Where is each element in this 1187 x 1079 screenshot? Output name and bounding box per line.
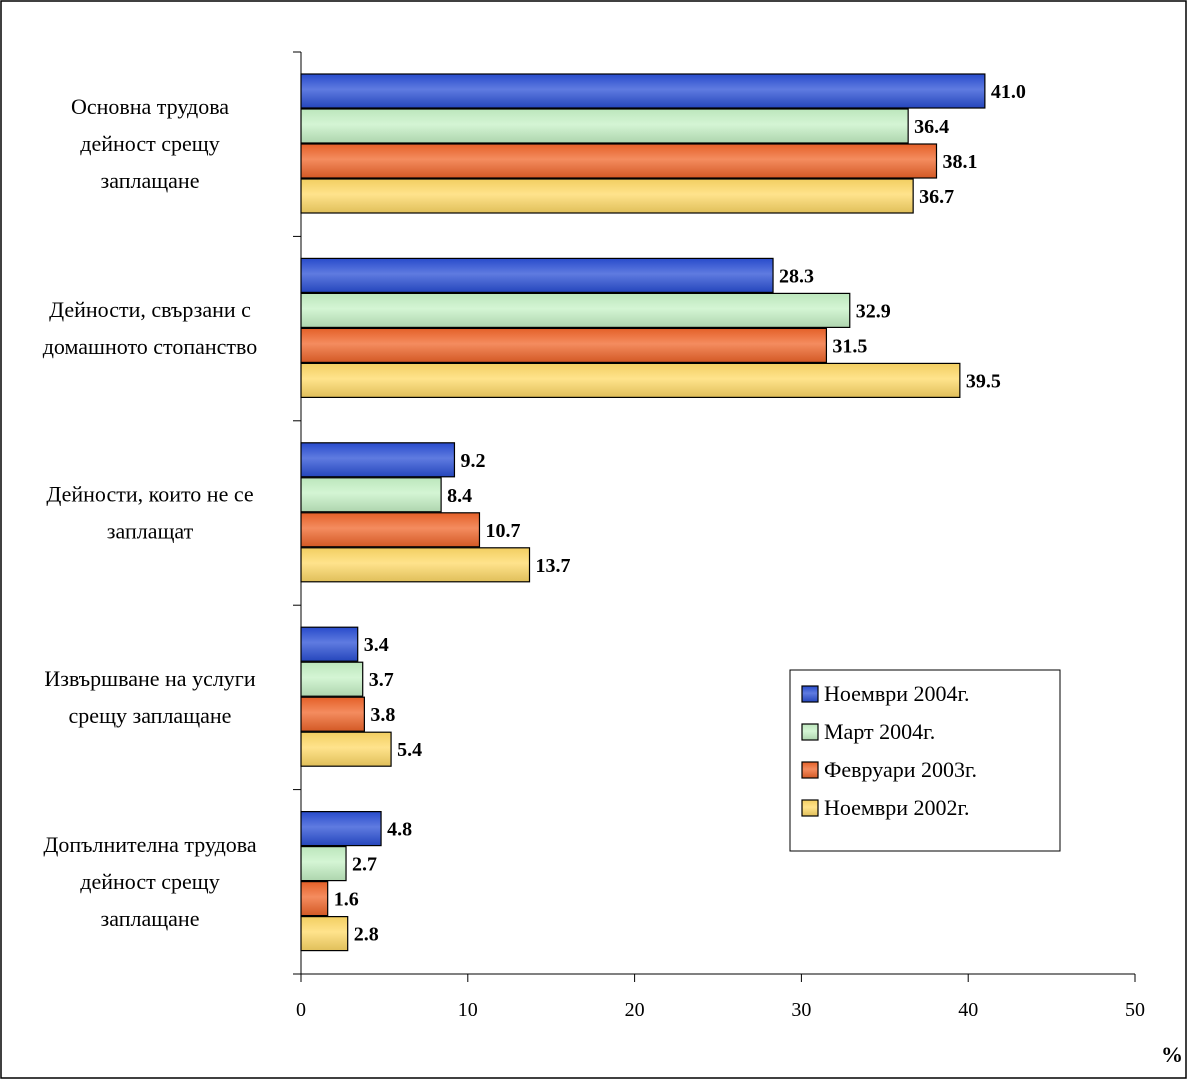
bar — [300, 442, 456, 478]
bar — [300, 512, 481, 548]
legend-swatch — [801, 799, 819, 817]
bar — [300, 810, 382, 847]
legend-swatch — [801, 685, 819, 703]
category-label: заплащане — [101, 906, 200, 931]
data-label: 31.5 — [832, 335, 867, 357]
data-label: 38.1 — [943, 151, 978, 173]
data-label: 10.7 — [485, 520, 520, 542]
x-tick-label: 40 — [958, 999, 978, 1021]
legend: Ноември 2004г. Март 2004г. Февруари 2003г.… — [789, 669, 1061, 852]
data-label: 3.4 — [364, 634, 389, 656]
bar — [300, 845, 347, 882]
category-label: Дейности, свързани с — [49, 297, 251, 322]
legend-label: Ноември 2004г. — [824, 681, 970, 706]
bar — [300, 362, 961, 398]
bar — [300, 257, 774, 293]
bar — [300, 880, 329, 917]
data-label: 4.8 — [387, 819, 412, 841]
bar — [300, 108, 909, 144]
x-tick-label: 20 — [625, 999, 645, 1021]
bar — [300, 696, 365, 732]
bars-layer — [300, 73, 986, 952]
bar — [300, 731, 392, 767]
category-label: срещу заплащане — [69, 703, 232, 728]
data-label: 3.7 — [369, 669, 394, 691]
data-label: 8.4 — [447, 485, 472, 507]
category-label: домашното стопанство — [43, 334, 258, 359]
data-label: 5.4 — [397, 739, 422, 761]
category-label: дейност срещу — [80, 869, 219, 894]
category-label: дейност срещу — [80, 131, 219, 156]
bar — [300, 292, 851, 328]
legend-swatch — [801, 761, 819, 779]
bar — [300, 626, 359, 662]
labels-layer: 0 10 20 30 40 50 Основна трудова дейност срещу з… — [43, 81, 1145, 1021]
data-label: 36.4 — [914, 116, 949, 138]
legend-label: Февруари 2003г. — [824, 757, 977, 782]
data-label: 32.9 — [856, 300, 891, 322]
legend-label: Ноември 2002г. — [824, 795, 970, 820]
data-label: 41.0 — [991, 81, 1026, 103]
category-label: Допълнителна трудова — [43, 832, 257, 857]
data-label: 13.7 — [536, 555, 571, 577]
category-label: Основна трудова — [71, 94, 229, 119]
bar — [300, 327, 828, 363]
bar — [300, 477, 442, 513]
category-label: заплащат — [107, 519, 194, 544]
data-label: 3.8 — [370, 704, 395, 726]
category-label: Дейности, които не се — [46, 482, 253, 507]
x-tick-label: 50 — [1125, 999, 1145, 1021]
data-label: 28.3 — [779, 265, 814, 287]
x-tick-label: 0 — [296, 999, 306, 1021]
data-label: 9.2 — [460, 450, 485, 472]
category-label: заплащане — [101, 168, 200, 193]
legend-swatch — [801, 723, 819, 741]
category-label: Извършване на услуги — [44, 666, 255, 691]
bar — [300, 661, 364, 697]
x-tick-label: 10 — [458, 999, 478, 1021]
axis-layer — [293, 51, 1136, 982]
bar — [300, 915, 349, 952]
data-label: 36.7 — [919, 186, 954, 208]
data-label: 2.7 — [352, 854, 377, 876]
bar — [300, 547, 531, 583]
data-label: 1.6 — [334, 889, 359, 911]
legend-box — [789, 669, 1061, 852]
bar — [300, 73, 986, 109]
data-label: 2.8 — [354, 924, 379, 946]
x-tick-label: 30 — [791, 999, 811, 1021]
data-label: 39.5 — [966, 370, 1001, 392]
bar — [300, 178, 914, 214]
x-axis-unit-label: % — [1161, 1042, 1183, 1067]
legend-label: Март 2004г. — [824, 719, 935, 744]
bar — [300, 143, 938, 179]
